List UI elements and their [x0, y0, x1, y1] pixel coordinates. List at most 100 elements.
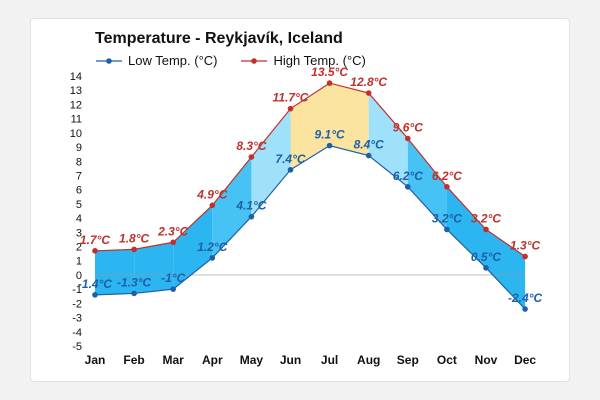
x-tick-label: Jan — [85, 353, 106, 367]
temperature-band — [446, 186, 486, 268]
y-tick-label: 0 — [76, 270, 82, 282]
legend-item-low[interactable]: Low Temp. (°C) — [96, 53, 217, 68]
chart-legend: Low Temp. (°C) High Temp. (°C) — [96, 53, 366, 68]
y-tick-label: 4 — [76, 213, 82, 225]
low-temp-label: 6.2°C — [393, 169, 423, 183]
x-tick-label: Sep — [397, 353, 419, 367]
high-temp-line — [94, 82, 526, 257]
chart-title: Temperature - Reykjavík, Iceland — [95, 30, 343, 47]
low-temp-point — [522, 306, 528, 312]
low-temp-label: -1.3°C — [117, 275, 151, 289]
high-temp-label: 11.7°C — [273, 91, 309, 105]
low-temp-line — [94, 144, 526, 310]
temperature-band — [290, 83, 330, 170]
low-temp-point — [444, 226, 450, 233]
high-temp-label: 12.8°C — [350, 75, 387, 89]
high-temp-label: 3.2°C — [471, 211, 501, 225]
high-temp-point — [522, 253, 528, 260]
y-tick-label: -3 — [72, 313, 82, 325]
y-tick-label: 13 — [70, 85, 82, 97]
high-temp-label: 4.9°C — [196, 187, 227, 201]
high-temp-point — [248, 154, 255, 160]
legend-label-high: High Temp. (°C) — [273, 53, 366, 68]
y-tick-label: 12 — [70, 99, 82, 111]
legend-marker-low — [96, 57, 122, 64]
x-tick-label: Aug — [357, 353, 380, 367]
low-temp-point — [365, 152, 372, 159]
high-temp-label: 2.3°C — [157, 224, 188, 238]
legend-label-low: Low Temp. (°C) — [128, 53, 218, 68]
low-temp-point — [170, 286, 176, 292]
high-temp-point — [287, 105, 294, 112]
low-temp-label: 3.2°C — [432, 211, 462, 225]
y-tick-label: 10 — [70, 128, 82, 140]
high-temp-point — [92, 247, 98, 254]
high-temp-label: 1.8°C — [119, 231, 149, 245]
temperature-band — [486, 229, 526, 310]
high-temp-point — [326, 80, 333, 86]
low-temp-label: -1.4°C — [78, 277, 112, 291]
x-tick-label: Mar — [163, 353, 185, 367]
y-tick-label: -1 — [72, 284, 82, 296]
low-temp-label: 4.1°C — [235, 199, 266, 213]
high-temp-point — [170, 239, 176, 246]
legend-item-high[interactable]: High Temp. (°C) — [241, 53, 366, 68]
y-tick-label: 3 — [76, 227, 82, 239]
low-temp-point — [92, 292, 98, 298]
y-tick-label: 5 — [76, 199, 82, 211]
y-tick-label: 6 — [76, 185, 82, 197]
y-tick-label: 11 — [71, 114, 82, 126]
low-temp-point — [248, 213, 255, 220]
low-temp-label: -1°C — [161, 271, 185, 285]
low-temp-point — [209, 255, 216, 261]
high-temp-label: 6.2°C — [432, 169, 462, 183]
temperature-band — [251, 108, 291, 217]
y-tick-label: 1 — [76, 256, 82, 268]
y-tick-label: -5 — [72, 341, 82, 353]
temperature-band — [173, 205, 213, 290]
y-tick-label: 2 — [76, 242, 82, 254]
y-tick-label: -2 — [72, 298, 82, 310]
low-temp-label: 0.5°C — [471, 250, 501, 264]
high-temp-point — [483, 226, 489, 233]
y-tick-label: 8 — [76, 156, 82, 168]
y-tick-label: 9 — [76, 142, 82, 154]
x-tick-label: Nov — [475, 353, 498, 367]
low-temp-label: 1.2°C — [197, 240, 227, 254]
high-temp-point — [131, 246, 137, 253]
low-temp-label: 9.1°C — [315, 128, 345, 142]
low-temp-label: -2.4°C — [508, 291, 542, 305]
low-temp-label: 8.4°C — [354, 138, 384, 152]
low-temp-point — [483, 265, 489, 271]
x-tick-label: Jun — [280, 353, 301, 367]
y-tick-label: 14 — [70, 71, 82, 83]
high-temp-point — [444, 184, 450, 190]
legend-marker-high — [241, 57, 268, 64]
high-temp-label: 1.3°C — [510, 238, 540, 252]
temperature-band — [134, 242, 174, 294]
x-tick-label: May — [240, 353, 264, 367]
x-tick-label: Oct — [437, 353, 457, 367]
low-temp-point — [405, 184, 411, 190]
high-temp-label: 13.5°C — [311, 65, 348, 79]
high-temp-label: 1.7°C — [80, 233, 110, 247]
chart-card — [30, 18, 570, 382]
temperature-band — [212, 157, 252, 258]
x-tick-label: Jul — [321, 353, 338, 367]
temperature-band — [329, 83, 369, 156]
low-temp-point — [131, 290, 137, 297]
low-temp-label: 7.4°C — [275, 152, 305, 166]
high-temp-label: 8.3°C — [236, 139, 266, 153]
high-temp-point — [365, 90, 372, 96]
x-tick-label: Dec — [514, 353, 536, 367]
temperature-band — [95, 249, 135, 295]
low-temp-point — [287, 166, 294, 173]
high-temp-label: 9.6°C — [393, 121, 423, 135]
y-tick-label: 7 — [76, 170, 82, 182]
y-tick-label: -4 — [72, 327, 82, 339]
temperature-band — [407, 138, 447, 230]
x-tick-label: Feb — [123, 353, 144, 367]
high-temp-point — [209, 202, 216, 209]
low-temp-point — [326, 142, 333, 149]
